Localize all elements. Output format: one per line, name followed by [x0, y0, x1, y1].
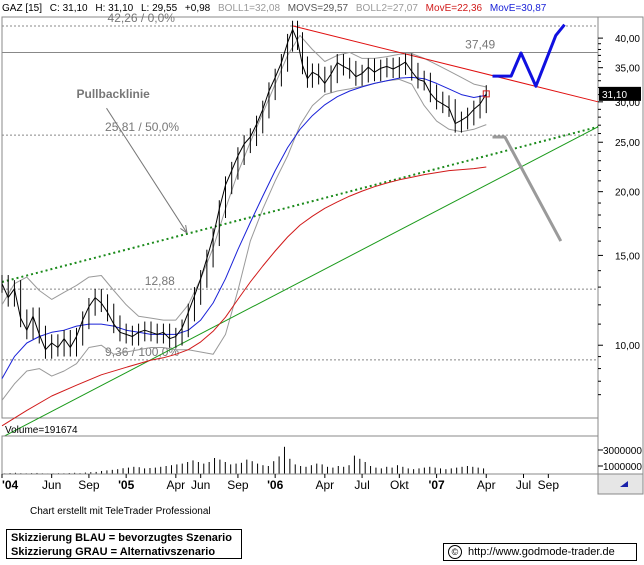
x-tick-label: Sep [227, 478, 249, 492]
x-tick-label: Apr [166, 478, 185, 492]
x-tick-label: Apr [315, 478, 334, 492]
volume-plot-frame [1, 435, 599, 475]
bollinger-band-line [1, 78, 487, 401]
x-tick-label: '07 [428, 478, 445, 492]
x-tick-label: Okt [390, 478, 409, 492]
scroll-corner [597, 473, 644, 495]
source-url: http://www.godmode-trader.de [468, 546, 615, 558]
y-tick-label: 20,00 [615, 188, 640, 199]
price-line [1, 28, 487, 351]
ema-blue-value: MovE=30,87 [489, 3, 547, 14]
x-tick-label: Sep [538, 478, 560, 492]
pullback-annotation: Pullbacklinie [77, 87, 151, 101]
zoom-icon [620, 481, 628, 487]
price-panel: 40,00 35,00 30,00 25,00 20,00 15,00 10,00 42,26… [1, 11, 644, 475]
change-value: +0,98 [184, 3, 211, 14]
x-tick-label: Apr [477, 478, 496, 492]
x-tick-label: Jul [354, 478, 369, 492]
level-label: 25,81 / 50,0% [105, 120, 179, 134]
y-tick-label: 30,00 [615, 98, 640, 109]
level-label: 12,88 [145, 274, 175, 288]
y-tick-label: 10,00 [615, 341, 640, 352]
x-tick-label: Sep [78, 478, 100, 492]
high-value: H: 31,10 [95, 3, 134, 14]
y-tick-label: 25,00 [615, 138, 640, 149]
ema-red-line [1, 166, 487, 427]
x-tick-label: Jul [516, 478, 531, 492]
y-tick-label: 35,00 [615, 64, 640, 75]
annotation-arrowhead [180, 224, 188, 234]
scenario-legend: Skizzierung BLAU = bevorzugtes Szenario … [6, 529, 242, 559]
volume-tick-label: 3000000 [603, 446, 642, 457]
x-tick-label: '04 [2, 478, 19, 492]
y-tick-label: 15,00 [615, 251, 640, 262]
boll1-value: BOLL1=32,08 [218, 3, 281, 14]
movs-value: MOVS=29,57 [287, 3, 349, 14]
volume-panel: Volume=191674 3000000 1000000 [1, 425, 642, 475]
price-plot-frame [1, 16, 599, 419]
x-tick-label: Jun [42, 478, 61, 492]
low-value: L: 29,55 [140, 3, 178, 14]
last-price-box [599, 86, 641, 101]
legend-grey: Skizzierung GRAU = Alternativszenario [11, 546, 216, 558]
level-label: 42,26 / 0,0% [108, 11, 176, 25]
close-value: C: 31,10 [49, 3, 88, 14]
chart-credit: Chart erstellt mit TeleTrader Profession… [30, 506, 211, 517]
x-tick-label: Jun [191, 478, 210, 492]
y-tick-label: 40,00 [615, 34, 640, 45]
source-link[interactable]: © http://www.godmode-trader.de [443, 543, 637, 561]
x-tick-label: '06 [267, 478, 284, 492]
last-price-label: 31,10 [602, 90, 627, 101]
ema-red-value: MovE=22,36 [425, 3, 483, 14]
right-axis-frame [597, 16, 644, 475]
last-price-marker [482, 90, 490, 98]
copyright-icon: © [448, 545, 462, 560]
grey-scenario-path [492, 135, 563, 242]
annotation-arrow [106, 107, 188, 234]
uptrend-line [1, 126, 599, 438]
blue-scenario-path [492, 23, 566, 88]
x-axis: '04 Jun Sep '05 Apr Jun Sep '06 Apr Jul Okt '07 Apr J… [1, 473, 644, 495]
legend-blue: Skizzierung BLAU = bevorzugtes Szenario [11, 532, 232, 544]
boll2-value: BOLL2=27,07 [355, 3, 418, 14]
level-label: 37,49 [465, 37, 495, 51]
symbol-label: GAZ [15] [2, 3, 43, 14]
level-label: 9,36 / 100,0% [105, 345, 179, 359]
volume-tick-label: 1000000 [603, 462, 642, 473]
x-tick-label: '05 [118, 478, 135, 492]
downtrend-line [292, 25, 599, 103]
chart-header: GAZ [15] C: 31,10 H: 31,10 L: 29,55 +0,9… [2, 2, 551, 16]
volume-label: Volume=191674 [5, 425, 78, 436]
